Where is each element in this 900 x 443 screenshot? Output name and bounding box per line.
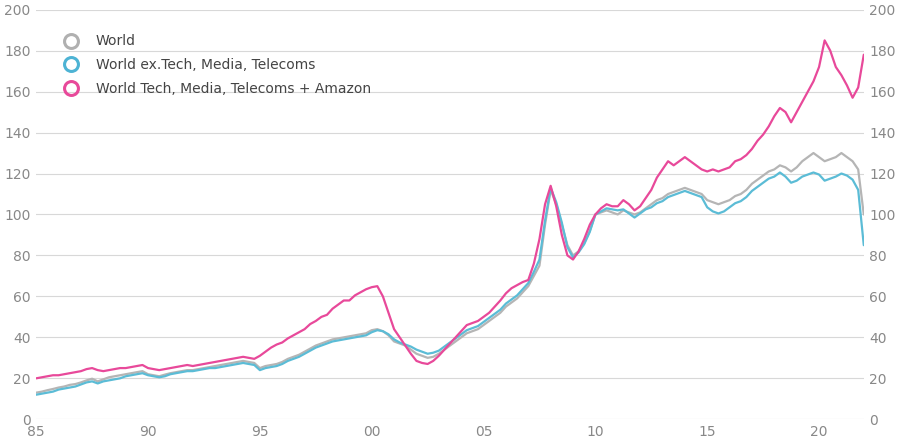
Legend: World, World ex.Tech, Media, Telecoms, World Tech, Media, Telecoms + Amazon: World, World ex.Tech, Media, Telecoms, W… [51, 29, 376, 101]
